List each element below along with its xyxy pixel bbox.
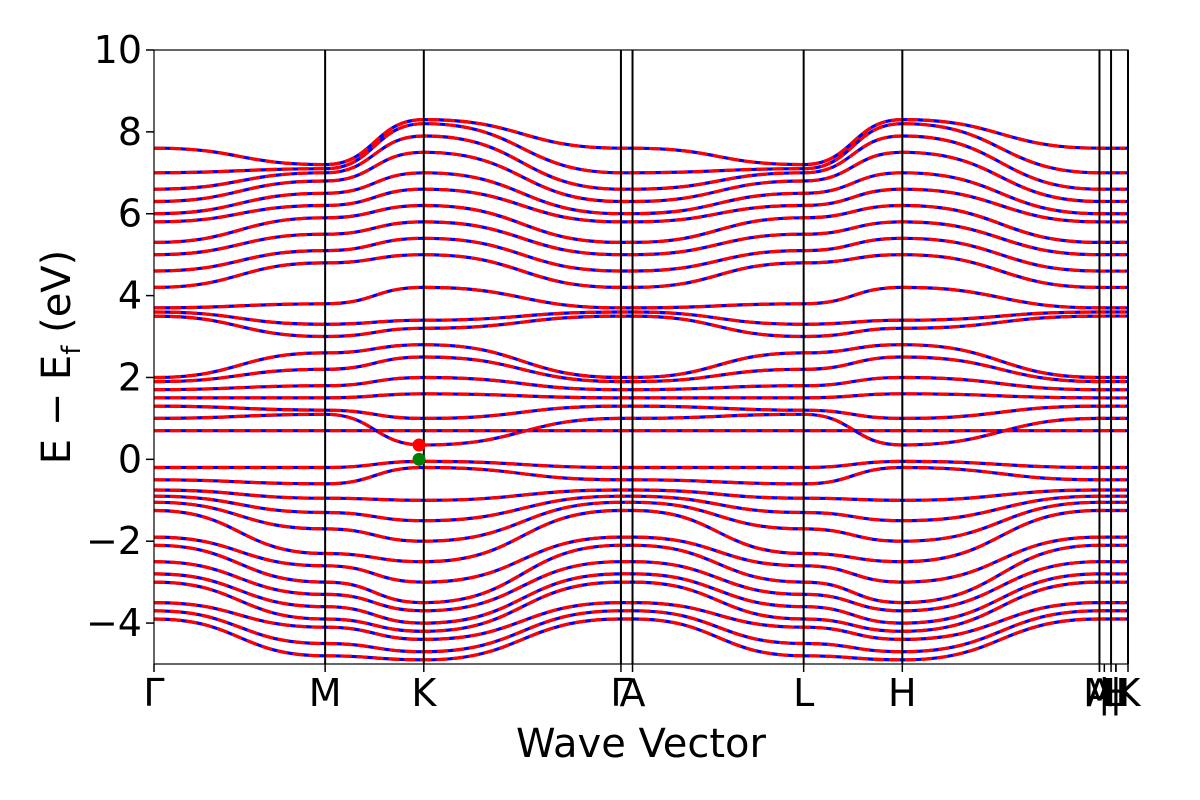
high-symmetry-lines xyxy=(324,50,1129,664)
y-axis-label-subscript: f xyxy=(57,345,87,355)
y-tick-label: 10 xyxy=(94,28,142,72)
x-tick-label: | xyxy=(1110,671,1123,716)
x-tick-label: Γ xyxy=(610,671,631,715)
y-axis-label-main: E − E xyxy=(34,355,80,465)
x-tick-label: A xyxy=(1086,671,1112,715)
x-tick-label: | xyxy=(1098,671,1111,716)
x-tick-label: L xyxy=(793,671,814,715)
y-tick-label: −4 xyxy=(86,601,142,645)
marker-0 xyxy=(412,438,426,452)
marker-1 xyxy=(412,452,426,466)
conduction-low-band-1-dashed xyxy=(154,404,1100,420)
valence-band-6-dashed xyxy=(154,535,1100,584)
valence-band-0-dashed xyxy=(154,459,1100,470)
y-axis-label-unit: (eV) xyxy=(34,250,80,346)
x-tick-label: H xyxy=(888,671,917,715)
x-tick-label: Γ xyxy=(143,671,164,715)
x-tick-label: M xyxy=(1083,671,1116,715)
markers-layer xyxy=(412,438,426,466)
y-tick-label: −2 xyxy=(86,519,142,563)
conduction-high-band-5-dashed xyxy=(154,171,1100,216)
y-tick-label: 4 xyxy=(118,274,142,318)
valence-band-12-dashed xyxy=(154,609,1100,654)
y-axis-ticks: −4 −2 0 2 4 6 8 10 xyxy=(86,28,154,645)
x-tick-label: L xyxy=(1100,671,1121,715)
conduction-high-band-9-dashed xyxy=(154,118,1100,167)
x-tick-label: A xyxy=(620,671,646,715)
conduction-low-band-7-dashed xyxy=(154,310,1100,326)
x-tick-label: M xyxy=(309,671,342,715)
y-tick-label: 2 xyxy=(118,355,142,399)
x-tick-label: K xyxy=(1116,671,1142,715)
conduction-low-band-0-dashed xyxy=(154,412,1100,447)
x-tick-label: K xyxy=(411,671,437,715)
y-tick-label: 8 xyxy=(118,110,142,154)
x-axis-ticks: Γ M K ΓA L H AM|L|HK xyxy=(143,664,1142,716)
valence-band-2-dashed xyxy=(154,488,1100,502)
conduction-low-band-2-dashed xyxy=(154,392,1100,400)
x-axis-label: Wave Vector xyxy=(516,721,767,767)
y-tick-label: 0 xyxy=(118,437,142,481)
conduction-high-band-8-dashed xyxy=(154,122,1100,175)
conduction-low-band-3-dashed xyxy=(154,375,1100,392)
x-tick-label: H xyxy=(1102,671,1131,715)
y-axis-label: E − Ef (eV) xyxy=(34,250,87,465)
plot-frame xyxy=(153,49,1129,665)
plot-background xyxy=(154,50,1128,664)
y-tick-label: 6 xyxy=(118,192,142,236)
